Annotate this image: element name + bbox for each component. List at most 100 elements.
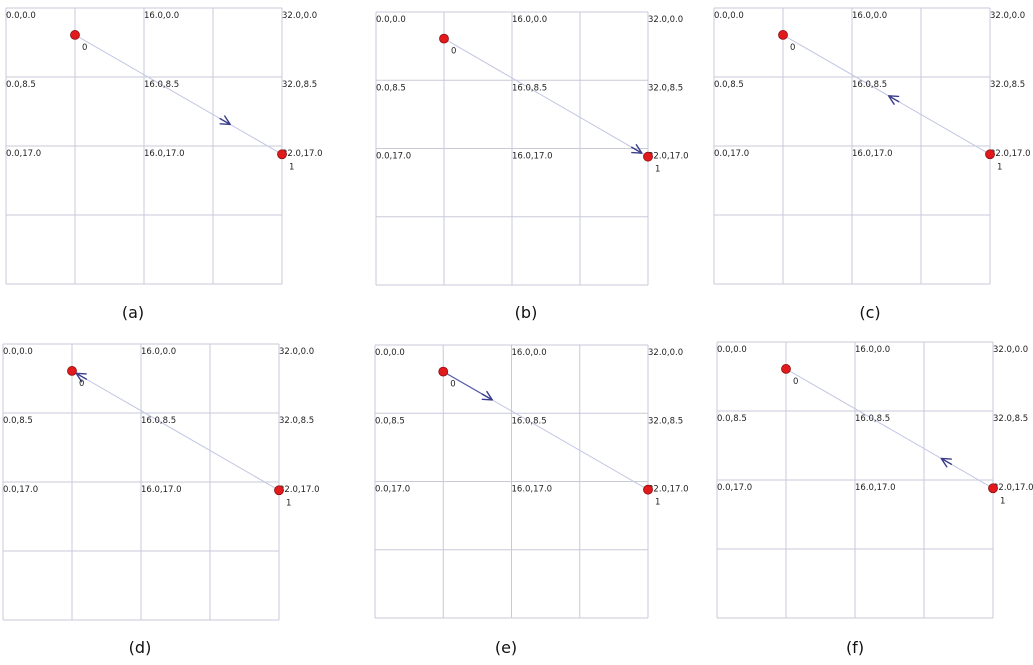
coord-label: 32.0,17.0 — [993, 483, 1033, 493]
coord-label: 32.0,0.0 — [993, 345, 1028, 355]
coord-label: 0.0,8.5 — [375, 416, 405, 426]
coord-label: 32.0,8.5 — [282, 80, 317, 90]
arrow-icon — [219, 115, 231, 126]
panel-f: 0.0,0.0 16.0,0.0 32.0,0.0 0.0,8.5 16.0,8… — [716, 341, 1033, 657]
panel-caption: (e) — [495, 638, 517, 657]
coord-label: 16.0,0.0 — [512, 348, 547, 358]
coord-label: 16.0,0.0 — [144, 11, 179, 21]
edge-0-1 — [71, 370, 280, 491]
panel-c: 0.0,0.0 16.0,0.0 32.0,0.0 0.0,8.5 16.0,8… — [713, 7, 1031, 322]
node-1[interactable] — [274, 485, 284, 496]
panel-a: 0.0,0.0 16.0,0.0 32.0,0.0 0.0,8.5 16.0,8… — [5, 7, 323, 322]
coord-label: 0.0,0.0 — [376, 15, 406, 25]
coord-label: 32.0,17.0 — [648, 152, 689, 162]
coord-label: 16.0,17.0 — [512, 152, 553, 162]
coord-label: 0.0,17.0 — [376, 152, 411, 162]
coord-label: 16.0,0.0 — [141, 347, 176, 357]
coord-label: 16.0,8.5 — [141, 416, 176, 426]
node-label-0: 0 — [450, 380, 455, 390]
arrow-icon — [887, 95, 900, 105]
coord-label: 32.0,8.5 — [279, 416, 314, 426]
edge-0-1 — [443, 38, 649, 158]
arrow-icon — [481, 390, 494, 401]
node-0[interactable] — [67, 366, 77, 376]
node-label-0: 0 — [793, 377, 798, 387]
node-label-1: 1 — [289, 162, 294, 172]
node-1[interactable] — [277, 149, 287, 160]
node-label-1: 1 — [1000, 496, 1005, 506]
coord-label: 32.0,0.0 — [279, 347, 314, 357]
coord-label: 16.0,17.0 — [144, 149, 185, 159]
panel-b: 0.0,0.0 16.0,0.0 32.0,0.0 0.0,8.5 16.0,8… — [375, 11, 689, 322]
coord-label: 16.0,0.0 — [512, 15, 547, 25]
node-label-0: 0 — [451, 47, 456, 57]
coord-label: 16.0,17.0 — [512, 485, 553, 495]
coord-label: 16.0,8.5 — [144, 80, 179, 90]
panel-e: 0.0,0.0 16.0,0.0 32.0,0.0 0.0,8.5 16.0,8… — [374, 344, 689, 657]
node-label-1: 1 — [655, 498, 660, 508]
coord-label: 32.0,8.5 — [993, 414, 1028, 424]
node-label-0: 0 — [82, 43, 87, 53]
node-1[interactable] — [643, 484, 653, 495]
coord-label: 0.0,17.0 — [6, 149, 41, 159]
node-1[interactable] — [985, 149, 995, 160]
coord-label: 32.0,8.5 — [990, 80, 1025, 90]
coord-label: 32.0,0.0 — [990, 11, 1025, 21]
coord-label: 16.0,0.0 — [855, 345, 890, 355]
node-label-1: 1 — [286, 498, 291, 508]
coord-label: 32.0,8.5 — [648, 83, 683, 93]
coord-label: 16.0,8.5 — [512, 83, 547, 93]
coord-label: 0.0,17.0 — [3, 485, 38, 495]
panel-caption: (b) — [515, 303, 538, 322]
arrow-icon — [631, 144, 643, 154]
edge-0-1 — [74, 34, 283, 155]
coord-label: 32.0,17.0 — [279, 485, 320, 495]
coord-label: 32.0,17.0 — [282, 149, 323, 159]
node-label-1: 1 — [997, 162, 1002, 172]
coord-label: 32.0,8.5 — [648, 416, 683, 426]
coord-label: 0.0,8.5 — [717, 414, 747, 424]
coord-label: 0.0,17.0 — [375, 485, 410, 495]
coord-label: 0.0,17.0 — [717, 483, 752, 493]
edge-0-1 — [785, 368, 994, 489]
coord-label: 0.0,0.0 — [3, 347, 33, 357]
coord-label: 16.0,8.5 — [855, 414, 890, 424]
coord-label: 0.0,0.0 — [6, 11, 36, 21]
coord-label: 16.0,0.0 — [852, 11, 887, 21]
coord-label: 32.0,17.0 — [648, 485, 689, 495]
coord-label: 16.0,17.0 — [855, 483, 896, 493]
panel-d: 0.0,0.0 16.0,0.0 32.0,0.0 0.0,8.5 16.0,8… — [2, 343, 320, 657]
panel-grid — [716, 341, 994, 619]
node-0[interactable] — [438, 366, 449, 377]
coord-label: 32.0,17.0 — [990, 149, 1031, 159]
coord-label: 0.0,0.0 — [714, 11, 744, 21]
coord-label: 0.0,0.0 — [717, 345, 747, 355]
coord-label: 0.0,8.5 — [714, 80, 744, 90]
panel-grid — [5, 7, 283, 285]
node-label-0: 0 — [790, 43, 795, 53]
node-0[interactable] — [70, 30, 80, 40]
node-0[interactable] — [781, 364, 791, 374]
panel-grid — [2, 343, 280, 621]
coord-label: 32.0,0.0 — [282, 11, 317, 21]
coord-label: 16.0,17.0 — [852, 149, 893, 159]
node-0[interactable] — [439, 33, 449, 44]
arrow-icon — [75, 372, 87, 383]
panel-caption: (d) — [129, 638, 152, 657]
coord-label: 16.0,17.0 — [141, 485, 182, 495]
panel-caption: (f) — [846, 638, 864, 657]
coord-label: 16.0,8.5 — [512, 416, 547, 426]
panel-grid — [374, 344, 649, 619]
coord-label: 0.0,8.5 — [376, 83, 406, 93]
arrow-icon — [940, 457, 953, 468]
node-1[interactable] — [643, 151, 653, 162]
coord-label: 0.0,8.5 — [6, 80, 36, 90]
node-1[interactable] — [988, 483, 998, 494]
coord-label: 0.0,17.0 — [714, 149, 749, 159]
panel-grid — [713, 7, 991, 285]
node-0[interactable] — [778, 30, 788, 40]
panel-caption: (c) — [859, 303, 880, 322]
node-label-0: 0 — [79, 379, 84, 389]
panel-caption: (a) — [122, 303, 144, 322]
